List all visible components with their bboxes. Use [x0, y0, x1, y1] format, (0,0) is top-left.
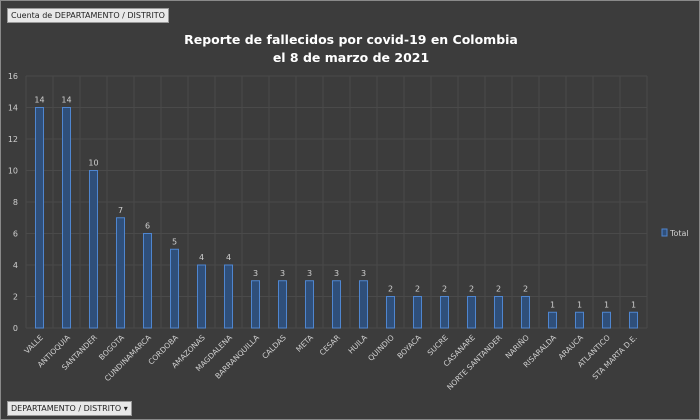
data-label: 3: [307, 269, 312, 278]
bar: [170, 248, 179, 329]
bar: [278, 280, 287, 329]
x-tick-label: NARIÑO: [504, 333, 531, 360]
data-label: 4: [226, 253, 231, 262]
data-label: 2: [523, 285, 528, 294]
bar: [521, 296, 530, 329]
bar: [116, 217, 125, 329]
y-tick-label: 14: [8, 104, 18, 113]
y-tick-label: 6: [13, 230, 18, 239]
bar: [35, 107, 44, 329]
data-label: 10: [88, 159, 98, 168]
x-tick-label: VALLE: [22, 333, 45, 356]
data-label: 1: [577, 300, 582, 309]
x-tick-label: HUILA: [346, 332, 369, 355]
bar: [251, 280, 260, 329]
data-label: 1: [604, 300, 609, 309]
data-label: 2: [415, 285, 420, 294]
y-tick-label: 16: [8, 72, 18, 81]
y-tick-label: 2: [13, 293, 18, 302]
bar: [359, 280, 368, 329]
y-tick-label: 12: [8, 135, 18, 144]
x-tick-label: CESAR: [318, 333, 342, 357]
bar: [548, 311, 557, 329]
data-label: 14: [61, 96, 71, 105]
bar: [224, 264, 233, 329]
data-label: 6: [145, 222, 150, 231]
y-tick-label: 10: [8, 167, 18, 176]
bar: [575, 311, 584, 329]
data-label: 3: [280, 269, 285, 278]
data-label: 3: [253, 269, 258, 278]
x-tick-label: CALDAS: [260, 333, 288, 361]
data-label: 4: [199, 253, 204, 262]
x-tick-label: CUNDINAMARCA: [103, 332, 154, 383]
dropdown-arrow-icon: ▾: [123, 404, 128, 413]
x-tick-label: META: [294, 332, 315, 353]
title-line-1: Reporte de fallecidos por covid-19 en Co…: [184, 32, 518, 47]
data-label: 5: [172, 237, 177, 246]
y-tick-label: 8: [13, 198, 18, 207]
data-label: 14: [34, 96, 44, 105]
data-label: 2: [496, 285, 501, 294]
bar: [602, 311, 611, 329]
y-tick-label: 4: [13, 261, 18, 270]
axis-field-label: DEPARTAMENTO / DISTRITO: [11, 404, 122, 413]
data-label: 3: [334, 269, 339, 278]
bar: [143, 233, 152, 329]
bar: [494, 296, 503, 329]
chart-title: Reporte de fallecidos por covid-19 en Co…: [181, 31, 521, 67]
x-tick-label: BOYACA: [395, 332, 423, 360]
bar: [386, 296, 395, 329]
data-label: 3: [361, 269, 366, 278]
x-tick-label: NORTE SANTANDER: [445, 333, 504, 392]
data-label: 1: [631, 300, 636, 309]
legend-swatch: [661, 228, 668, 237]
data-label: 2: [388, 285, 393, 294]
data-label: 7: [118, 206, 123, 215]
bar: [197, 264, 206, 329]
bar: [413, 296, 422, 329]
bar: [332, 280, 341, 329]
title-line-2: el 8 de marzo de 2021: [272, 50, 430, 65]
y-tick-label: 0: [13, 324, 18, 333]
bar: [467, 296, 476, 329]
bar: [89, 170, 98, 329]
bar: [440, 296, 449, 329]
bar: [305, 280, 314, 329]
data-label: 2: [442, 285, 447, 294]
x-tick-label: SUCRE: [426, 333, 451, 358]
bar: [62, 107, 71, 329]
bar: [629, 311, 638, 329]
value-field-button[interactable]: Cuenta de DEPARTAMENTO / DISTRITO: [7, 8, 169, 23]
data-label: 2: [469, 285, 474, 294]
axis-field-button[interactable]: DEPARTAMENTO / DISTRITO ▾: [7, 401, 132, 416]
data-label: 1: [550, 300, 555, 309]
legend-label: Total: [669, 229, 689, 238]
x-tick-label: QUINDIO: [366, 333, 396, 363]
